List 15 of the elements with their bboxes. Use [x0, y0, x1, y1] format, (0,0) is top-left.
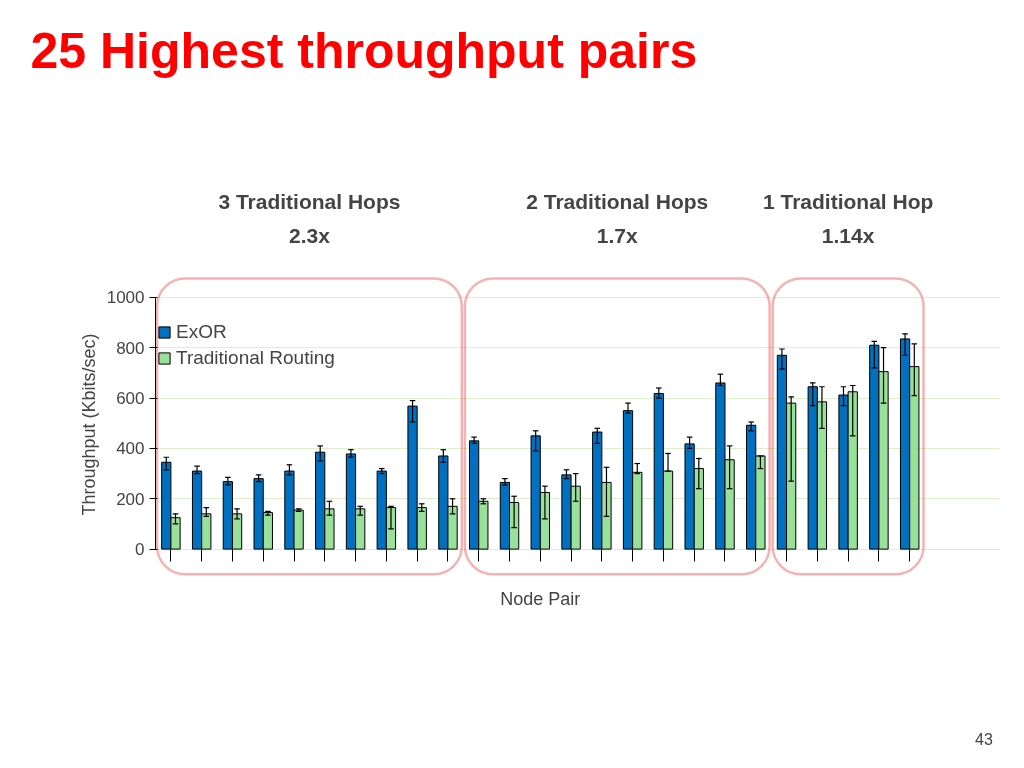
chart-title: 25 Highest throughput pairs — [30, 22, 698, 79]
text: 43 — [975, 731, 993, 749]
legend-label: ExOR — [176, 321, 227, 344]
y-tick-label: 0 — [135, 540, 145, 560]
text: 1 Traditional Hop 1.14x — [762, 189, 934, 248]
text: 3 Traditional Hops 2.3x — [218, 189, 401, 248]
text: 2 Traditional Hops 1.7x — [526, 189, 709, 248]
y-tick-label: 1000 — [106, 288, 145, 308]
legend-label: Traditional Routing — [176, 347, 335, 370]
y-tick-label: 400 — [116, 439, 145, 459]
y-tick-label: 800 — [116, 338, 145, 358]
y-axis-title: Throughput (Kbits/sec) — [78, 333, 99, 516]
y-tick-label: 200 — [116, 489, 145, 509]
y-tick-label: 600 — [116, 389, 145, 409]
x-axis-title: Node Pair — [500, 589, 581, 610]
